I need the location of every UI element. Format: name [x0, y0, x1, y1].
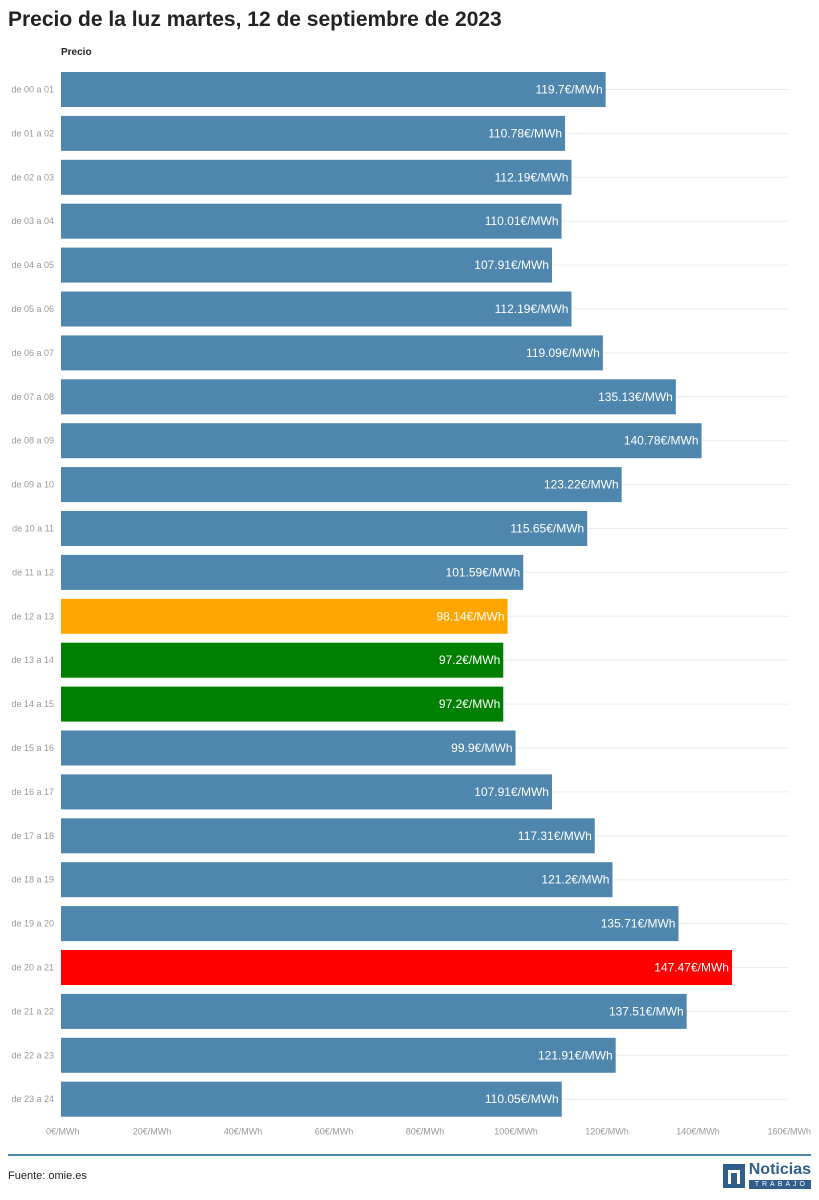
x-tick-label: 40€/MWh	[224, 1127, 263, 1137]
bar-value-label: 110.78€/MWh	[488, 126, 562, 140]
bar-value-label: 112.19€/MWh	[495, 302, 569, 316]
category-label: de 08 a 09	[11, 436, 54, 446]
x-tick-label: 160€/MWh	[767, 1127, 811, 1137]
category-label: de 16 a 17	[11, 787, 54, 797]
bar-value-label: 110.01€/MWh	[485, 214, 559, 228]
bar-value-label: 110.05€/MWh	[485, 1092, 559, 1106]
bar	[61, 598, 508, 634]
category-label: de 11 a 12	[12, 567, 54, 577]
bar-value-label: 101.59€/MWh	[446, 565, 521, 579]
bar	[61, 818, 595, 854]
bars: 119.7€/MWh 110.78€/MWh 112.19€/MWh 110.01€/…	[61, 72, 732, 1117]
bar	[61, 774, 552, 810]
category-label: de 19 a 20	[11, 919, 54, 929]
source-credit: Fuente: omie.es	[8, 1170, 87, 1182]
category-label: de 09 a 10	[11, 480, 54, 490]
bar-value-label: 117.31€/MWh	[518, 829, 592, 843]
category-label: de 15 a 16	[11, 743, 54, 753]
bar	[61, 72, 606, 107]
bar	[61, 906, 679, 942]
bar	[61, 203, 562, 239]
category-label: de 00 a 01	[11, 85, 54, 95]
x-tick-label: 20€/MWh	[133, 1127, 172, 1137]
bar-value-label: 137.51€/MWh	[609, 1004, 684, 1018]
bar	[61, 335, 603, 371]
category-label: de 14 a 15	[11, 699, 54, 709]
bar-value-label: 97.2€/MWh	[439, 653, 500, 667]
bar	[61, 862, 613, 898]
category-label: de 01 a 02	[11, 128, 54, 138]
bar-value-label: 135.13€/MWh	[598, 390, 673, 404]
category-label: de 21 a 22	[11, 1006, 54, 1016]
x-tick-label: 60€/MWh	[315, 1127, 354, 1137]
bar	[61, 291, 572, 327]
category-labels: de 00 a 01 de 01 a 02 de 02 a 03 de 03 a 04…	[11, 85, 54, 1105]
category-label: de 10 a 11	[12, 524, 54, 534]
bar	[61, 554, 524, 590]
category-label: de 06 a 07	[11, 348, 54, 358]
bar	[61, 379, 676, 415]
series-label: Precio	[61, 47, 92, 58]
bar	[61, 115, 566, 151]
footer-divider	[8, 1154, 811, 1156]
chart-title: Precio de la luz martes, 12 de septiembr…	[8, 8, 502, 31]
grid-lines	[61, 89, 789, 1100]
bar-value-label: 98.14€/MWh	[436, 609, 504, 623]
bar	[61, 1037, 616, 1073]
bar-value-label: 123.22€/MWh	[544, 478, 619, 492]
category-label: de 03 a 04	[11, 216, 54, 226]
category-label: de 23 a 24	[11, 1094, 54, 1104]
bar-value-label: 135.71€/MWh	[601, 917, 676, 931]
bar	[61, 730, 516, 766]
bar-value-label: 97.2€/MWh	[439, 697, 500, 711]
x-axis-ticks: 0€/MWh 20€/MWh 40€/MWh 60€/MWh 80€/MWh 100€/M…	[46, 1127, 811, 1137]
bar-value-label: 119.7€/MWh	[535, 83, 602, 97]
bar	[61, 950, 732, 985]
category-label: de 22 a 23	[11, 1050, 54, 1060]
category-label: de 20 a 21	[11, 963, 54, 973]
category-label: de 02 a 03	[11, 172, 54, 182]
logo-icon	[722, 1163, 745, 1188]
bar-value-label: 140.78€/MWh	[624, 434, 699, 448]
bar	[61, 159, 572, 195]
bar	[61, 686, 504, 722]
bar-value-label: 107.91€/MWh	[474, 258, 549, 272]
x-tick-label: 120€/MWh	[585, 1127, 629, 1137]
bar	[61, 247, 552, 283]
bar-value-label: 112.19€/MWh	[495, 170, 569, 184]
bar-value-label: 121.2€/MWh	[541, 873, 609, 887]
category-label: de 18 a 19	[11, 875, 54, 885]
bar	[61, 1081, 562, 1117]
bar-value-label: 119.09€/MWh	[526, 346, 600, 360]
bar-chart: 119.7€/MWh 110.78€/MWh 112.19€/MWh 110.01€/…	[11, 72, 811, 1137]
category-label: de 07 a 08	[11, 392, 54, 402]
bar-value-label: 147.47€/MWh	[654, 961, 729, 975]
x-tick-label: 140€/MWh	[676, 1127, 720, 1137]
category-label: de 17 a 18	[11, 831, 54, 841]
x-tick-label: 0€/MWh	[46, 1127, 80, 1137]
x-tick-label: 80€/MWh	[406, 1127, 445, 1137]
bar	[61, 423, 702, 459]
bar	[61, 511, 588, 546]
category-label: de 13 a 14	[11, 655, 54, 665]
bar-value-label: 115.65€/MWh	[510, 522, 584, 536]
bar	[61, 642, 504, 678]
bar	[61, 467, 622, 503]
category-label: de 04 a 05	[11, 260, 54, 270]
logo-name: Noticias	[748, 1161, 811, 1178]
category-label: de 05 a 06	[11, 304, 54, 314]
bar-value-label: 121.91€/MWh	[538, 1048, 613, 1062]
x-tick-label: 100€/MWh	[494, 1127, 538, 1137]
bar-value-label: 99.9€/MWh	[451, 741, 512, 755]
bar	[61, 993, 687, 1029]
bar-value-label: 107.91€/MWh	[474, 785, 549, 799]
category-label: de 12 a 13	[11, 611, 54, 621]
logo-subtitle: TRABAJO	[748, 1180, 811, 1189]
publisher-logo: Noticias TRABAJO	[722, 1161, 811, 1189]
